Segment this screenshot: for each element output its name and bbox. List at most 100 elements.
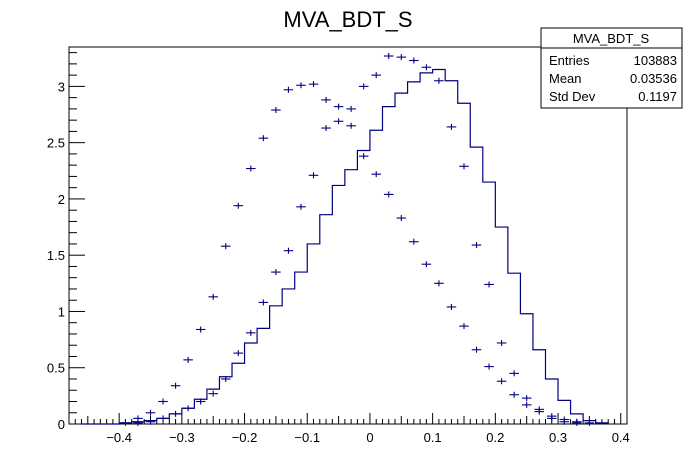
- data-point: [434, 77, 444, 84]
- data-point: [446, 123, 457, 130]
- data-point: [521, 395, 532, 402]
- data-point: [484, 281, 494, 288]
- y-tick-label: 1: [58, 304, 65, 319]
- y-tick-label: 2.5: [47, 136, 65, 151]
- data-point: [170, 410, 181, 417]
- data-point: [195, 326, 206, 333]
- data-point: [183, 356, 193, 363]
- stats-entries-label: Entries: [549, 53, 590, 68]
- data-point: [208, 293, 218, 300]
- data-point: [333, 103, 344, 110]
- data-point: [246, 329, 256, 336]
- x-tick-label: 0.4: [612, 430, 630, 445]
- data-point: [145, 418, 156, 425]
- stats-entries-value: 103883: [634, 53, 677, 68]
- data-point: [120, 419, 131, 426]
- data-point: [358, 83, 369, 90]
- data-point: [220, 243, 231, 250]
- data-point: [233, 202, 244, 209]
- data-point: [346, 122, 356, 129]
- data-point: [145, 409, 156, 416]
- data-point: [521, 401, 532, 408]
- data-point: [471, 346, 482, 353]
- data-point: [471, 242, 482, 249]
- data-point: [195, 398, 206, 405]
- x-tick-label: −0.4: [106, 430, 132, 445]
- data-point: [271, 269, 281, 276]
- data-point: [271, 107, 281, 114]
- data-point: [308, 172, 319, 179]
- data-point: [546, 415, 557, 422]
- data-point: [459, 163, 469, 170]
- errorbar-series: [120, 81, 595, 426]
- data-point: [333, 118, 344, 125]
- chart-title: MVA_BDT_S: [283, 7, 412, 32]
- stats-box-title: MVA_BDT_S: [573, 31, 650, 46]
- data-point: [421, 261, 432, 268]
- data-point: [308, 81, 319, 88]
- data-point: [484, 363, 494, 370]
- data-point: [572, 419, 582, 426]
- data-point: [296, 203, 306, 210]
- data-point: [170, 382, 181, 389]
- x-tick-label: −0.1: [294, 430, 320, 445]
- data-point: [559, 418, 570, 425]
- x-tick-label: −0.3: [169, 430, 195, 445]
- data-point: [446, 303, 457, 310]
- step-series: [81, 68, 609, 425]
- data-point: [220, 375, 231, 382]
- data-point: [383, 191, 394, 198]
- data-point: [183, 405, 193, 412]
- stats-mean-label: Mean: [549, 71, 582, 86]
- y-axis: 0 0.5 1 1.5 2 2.5 3: [47, 52, 85, 432]
- data-point: [258, 135, 269, 142]
- data-point: [509, 370, 519, 377]
- step-line: [81, 68, 609, 425]
- data-point: [158, 398, 168, 405]
- y-tick-label: 3: [58, 79, 65, 94]
- data-point: [283, 86, 294, 93]
- data-point: [208, 390, 218, 397]
- data-point: [371, 171, 381, 178]
- data-point: [434, 280, 444, 287]
- y-tick-label: 0.5: [47, 361, 65, 376]
- stats-stddev-value: 0.1197: [638, 89, 677, 104]
- data-point: [296, 82, 306, 89]
- data-point: [358, 153, 369, 160]
- data-point: [509, 391, 519, 398]
- x-tick-label: 0.2: [486, 430, 504, 445]
- data-point: [496, 339, 507, 346]
- errorbar-series: [133, 53, 582, 426]
- data-point: [383, 53, 394, 60]
- data-point: [321, 96, 331, 103]
- data-point: [246, 165, 256, 172]
- series-layer: [81, 53, 609, 426]
- x-tick-label: 0: [366, 430, 373, 445]
- data-point: [396, 54, 407, 61]
- data-point: [133, 419, 143, 426]
- x-tick-label: 0.1: [424, 430, 442, 445]
- x-tick-label: 0.3: [549, 430, 567, 445]
- data-point: [321, 125, 331, 132]
- data-point: [459, 323, 469, 330]
- data-point: [421, 64, 432, 71]
- data-point: [584, 419, 595, 426]
- data-point: [534, 406, 544, 413]
- data-point: [258, 299, 269, 306]
- plot-frame: [68, 46, 628, 425]
- x-axis: −0.4 −0.3 −0.2 −0.1 0 0.1 0.2 0.3 0.4: [68, 413, 630, 445]
- data-point: [233, 350, 244, 357]
- stats-stddev-label: Std Dev: [549, 89, 596, 104]
- x-tick-label: −0.2: [232, 430, 258, 445]
- stats-box: MVA_BDT_S Entries 103883 Mean 0.03536 St…: [540, 27, 683, 109]
- data-point: [346, 105, 356, 112]
- y-tick-label: 2: [58, 192, 65, 207]
- stats-mean-value: 0.03536: [630, 71, 677, 86]
- y-tick-label: 1.5: [47, 248, 65, 263]
- data-point: [371, 72, 381, 79]
- data-point: [496, 378, 507, 385]
- stats-box-frame: [540, 27, 683, 109]
- data-point: [283, 247, 294, 254]
- data-point: [409, 238, 419, 245]
